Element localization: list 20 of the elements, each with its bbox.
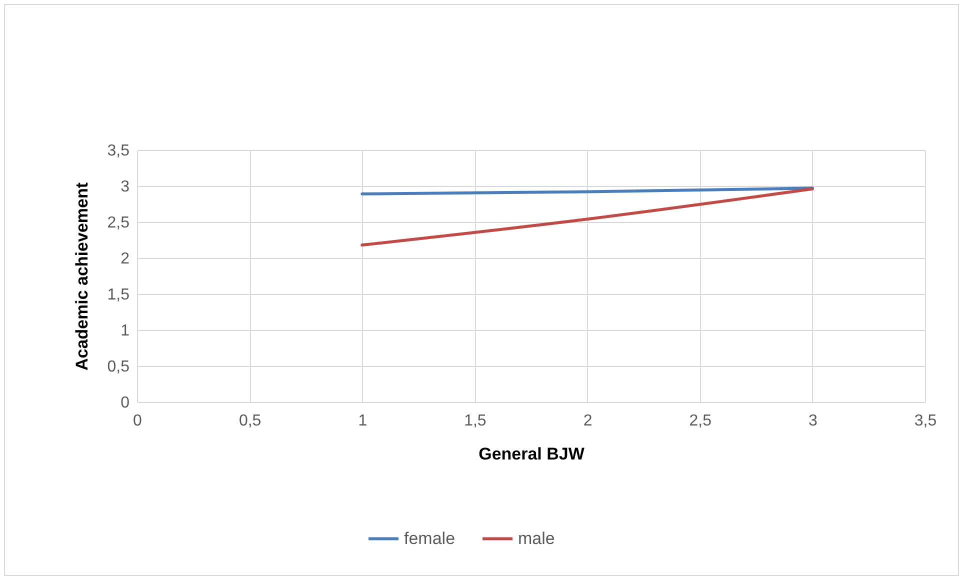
legend-label: male xyxy=(518,528,555,548)
x-tick-label: 1,5 xyxy=(464,412,486,430)
y-tick-label: 3,5 xyxy=(107,142,130,160)
legend-label: female xyxy=(404,528,456,548)
y-tick-label: 3 xyxy=(120,178,130,196)
y-tick-label: 1 xyxy=(120,322,130,340)
y-tick-label: 0,5 xyxy=(107,358,130,376)
y-tick-label: 2 xyxy=(120,250,130,268)
x-tick-label: 0,5 xyxy=(238,412,262,430)
x-tick-label: 1 xyxy=(358,412,368,430)
y-tick-label: 2,5 xyxy=(107,214,130,232)
x-tick-label: 3 xyxy=(808,412,818,430)
x-tick-label: 3,5 xyxy=(914,412,937,430)
x-tick-label: 0 xyxy=(133,412,142,430)
x-tick-label: 2,5 xyxy=(689,412,712,430)
x-axis-title: General BJW xyxy=(478,444,586,464)
x-tick-label: 2 xyxy=(583,412,592,430)
y-tick-label: 0 xyxy=(120,394,130,412)
y-tick-label: 1,5 xyxy=(107,286,130,304)
y-axis-title: Academic achievement xyxy=(72,182,92,371)
